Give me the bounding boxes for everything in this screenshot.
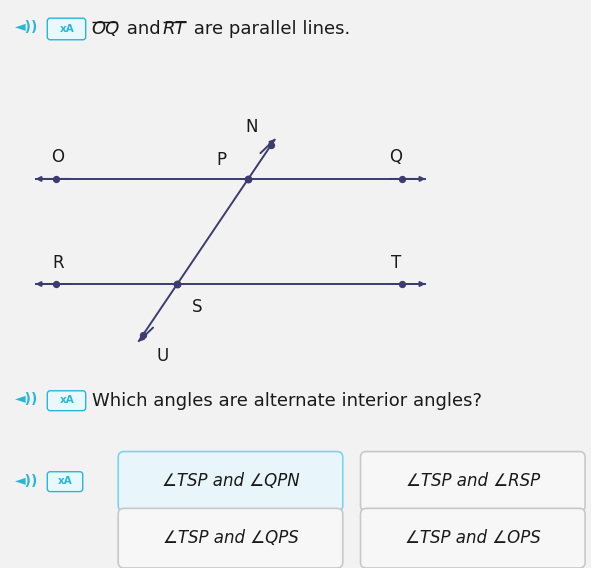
FancyBboxPatch shape <box>47 471 83 492</box>
FancyBboxPatch shape <box>47 18 86 40</box>
Text: RT: RT <box>163 20 186 38</box>
Point <box>138 331 147 340</box>
Text: P: P <box>216 151 227 169</box>
Point <box>266 141 275 150</box>
Text: S: S <box>192 298 203 316</box>
Text: xA: xA <box>58 477 72 486</box>
Text: ∠TSP and ∠QPS: ∠TSP and ∠QPS <box>163 529 298 547</box>
Text: OQ: OQ <box>92 20 120 38</box>
Point <box>173 279 182 289</box>
Point <box>51 279 61 289</box>
Text: and: and <box>121 20 167 38</box>
Text: ∠TSP and ∠RSP: ∠TSP and ∠RSP <box>406 473 540 490</box>
Text: ◄)): ◄)) <box>15 474 38 488</box>
Text: Which angles are alternate interior angles?: Which angles are alternate interior angl… <box>92 392 482 410</box>
Text: xA: xA <box>60 395 74 406</box>
Text: ◄)): ◄)) <box>15 392 38 406</box>
Text: T: T <box>391 253 401 272</box>
Text: ◄)): ◄)) <box>15 20 38 34</box>
FancyBboxPatch shape <box>361 452 585 511</box>
Point <box>51 174 61 183</box>
FancyBboxPatch shape <box>118 452 343 511</box>
FancyBboxPatch shape <box>118 508 343 568</box>
Text: ∠TSP and ∠OPS: ∠TSP and ∠OPS <box>405 529 541 547</box>
Text: xA: xA <box>60 24 74 34</box>
Text: are parallel lines.: are parallel lines. <box>188 20 350 38</box>
Point <box>243 174 253 183</box>
Text: ∠TSP and ∠QPN: ∠TSP and ∠QPN <box>162 473 299 490</box>
FancyBboxPatch shape <box>47 391 86 411</box>
FancyBboxPatch shape <box>361 508 585 568</box>
Text: O: O <box>51 148 64 166</box>
Text: N: N <box>245 118 258 136</box>
Text: R: R <box>52 253 64 272</box>
Text: U: U <box>156 348 168 365</box>
Text: Q: Q <box>389 148 402 166</box>
Point <box>397 279 407 289</box>
Point <box>397 174 407 183</box>
